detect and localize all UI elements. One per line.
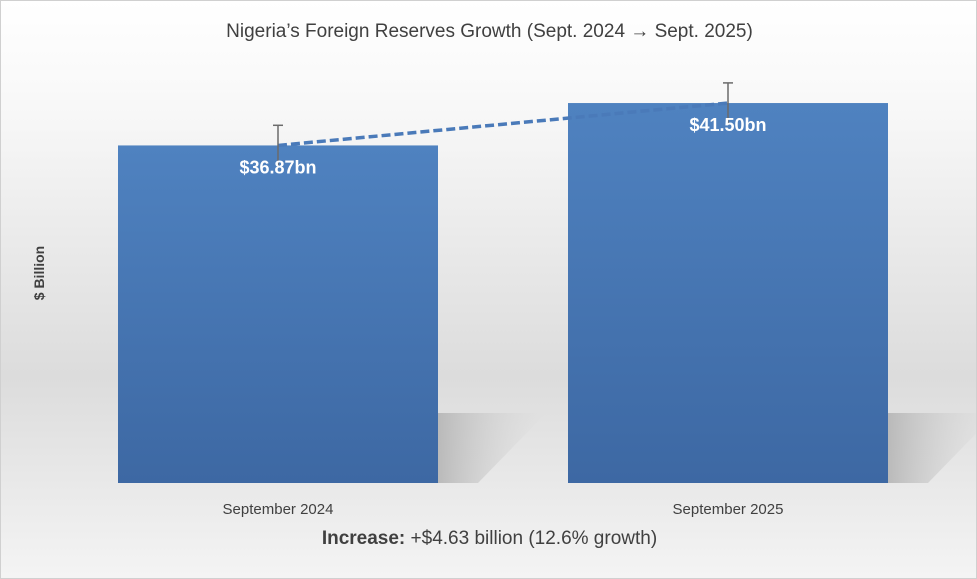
chart-title: Nigeria’s Foreign Reserves Growth (Sept.… bbox=[226, 21, 753, 42]
data-label-2: $41.50bn bbox=[689, 115, 766, 135]
increase-label: Increase: bbox=[321, 528, 406, 549]
increase-value: +$4.63 billion (12.6% growth) bbox=[405, 528, 658, 549]
bar-shadow bbox=[888, 413, 976, 483]
category-label-2: September 2025 bbox=[673, 501, 784, 518]
increase-summary: Increase: +$4.63 billion (12.6% growth) bbox=[1, 528, 976, 550]
data-label-1: $36.87bn bbox=[239, 157, 316, 177]
bar-shadow bbox=[438, 413, 546, 483]
bar-2 bbox=[568, 103, 888, 484]
bar-1 bbox=[118, 145, 438, 483]
trendline bbox=[277, 101, 729, 148]
category-label-1: September 2024 bbox=[223, 501, 334, 518]
